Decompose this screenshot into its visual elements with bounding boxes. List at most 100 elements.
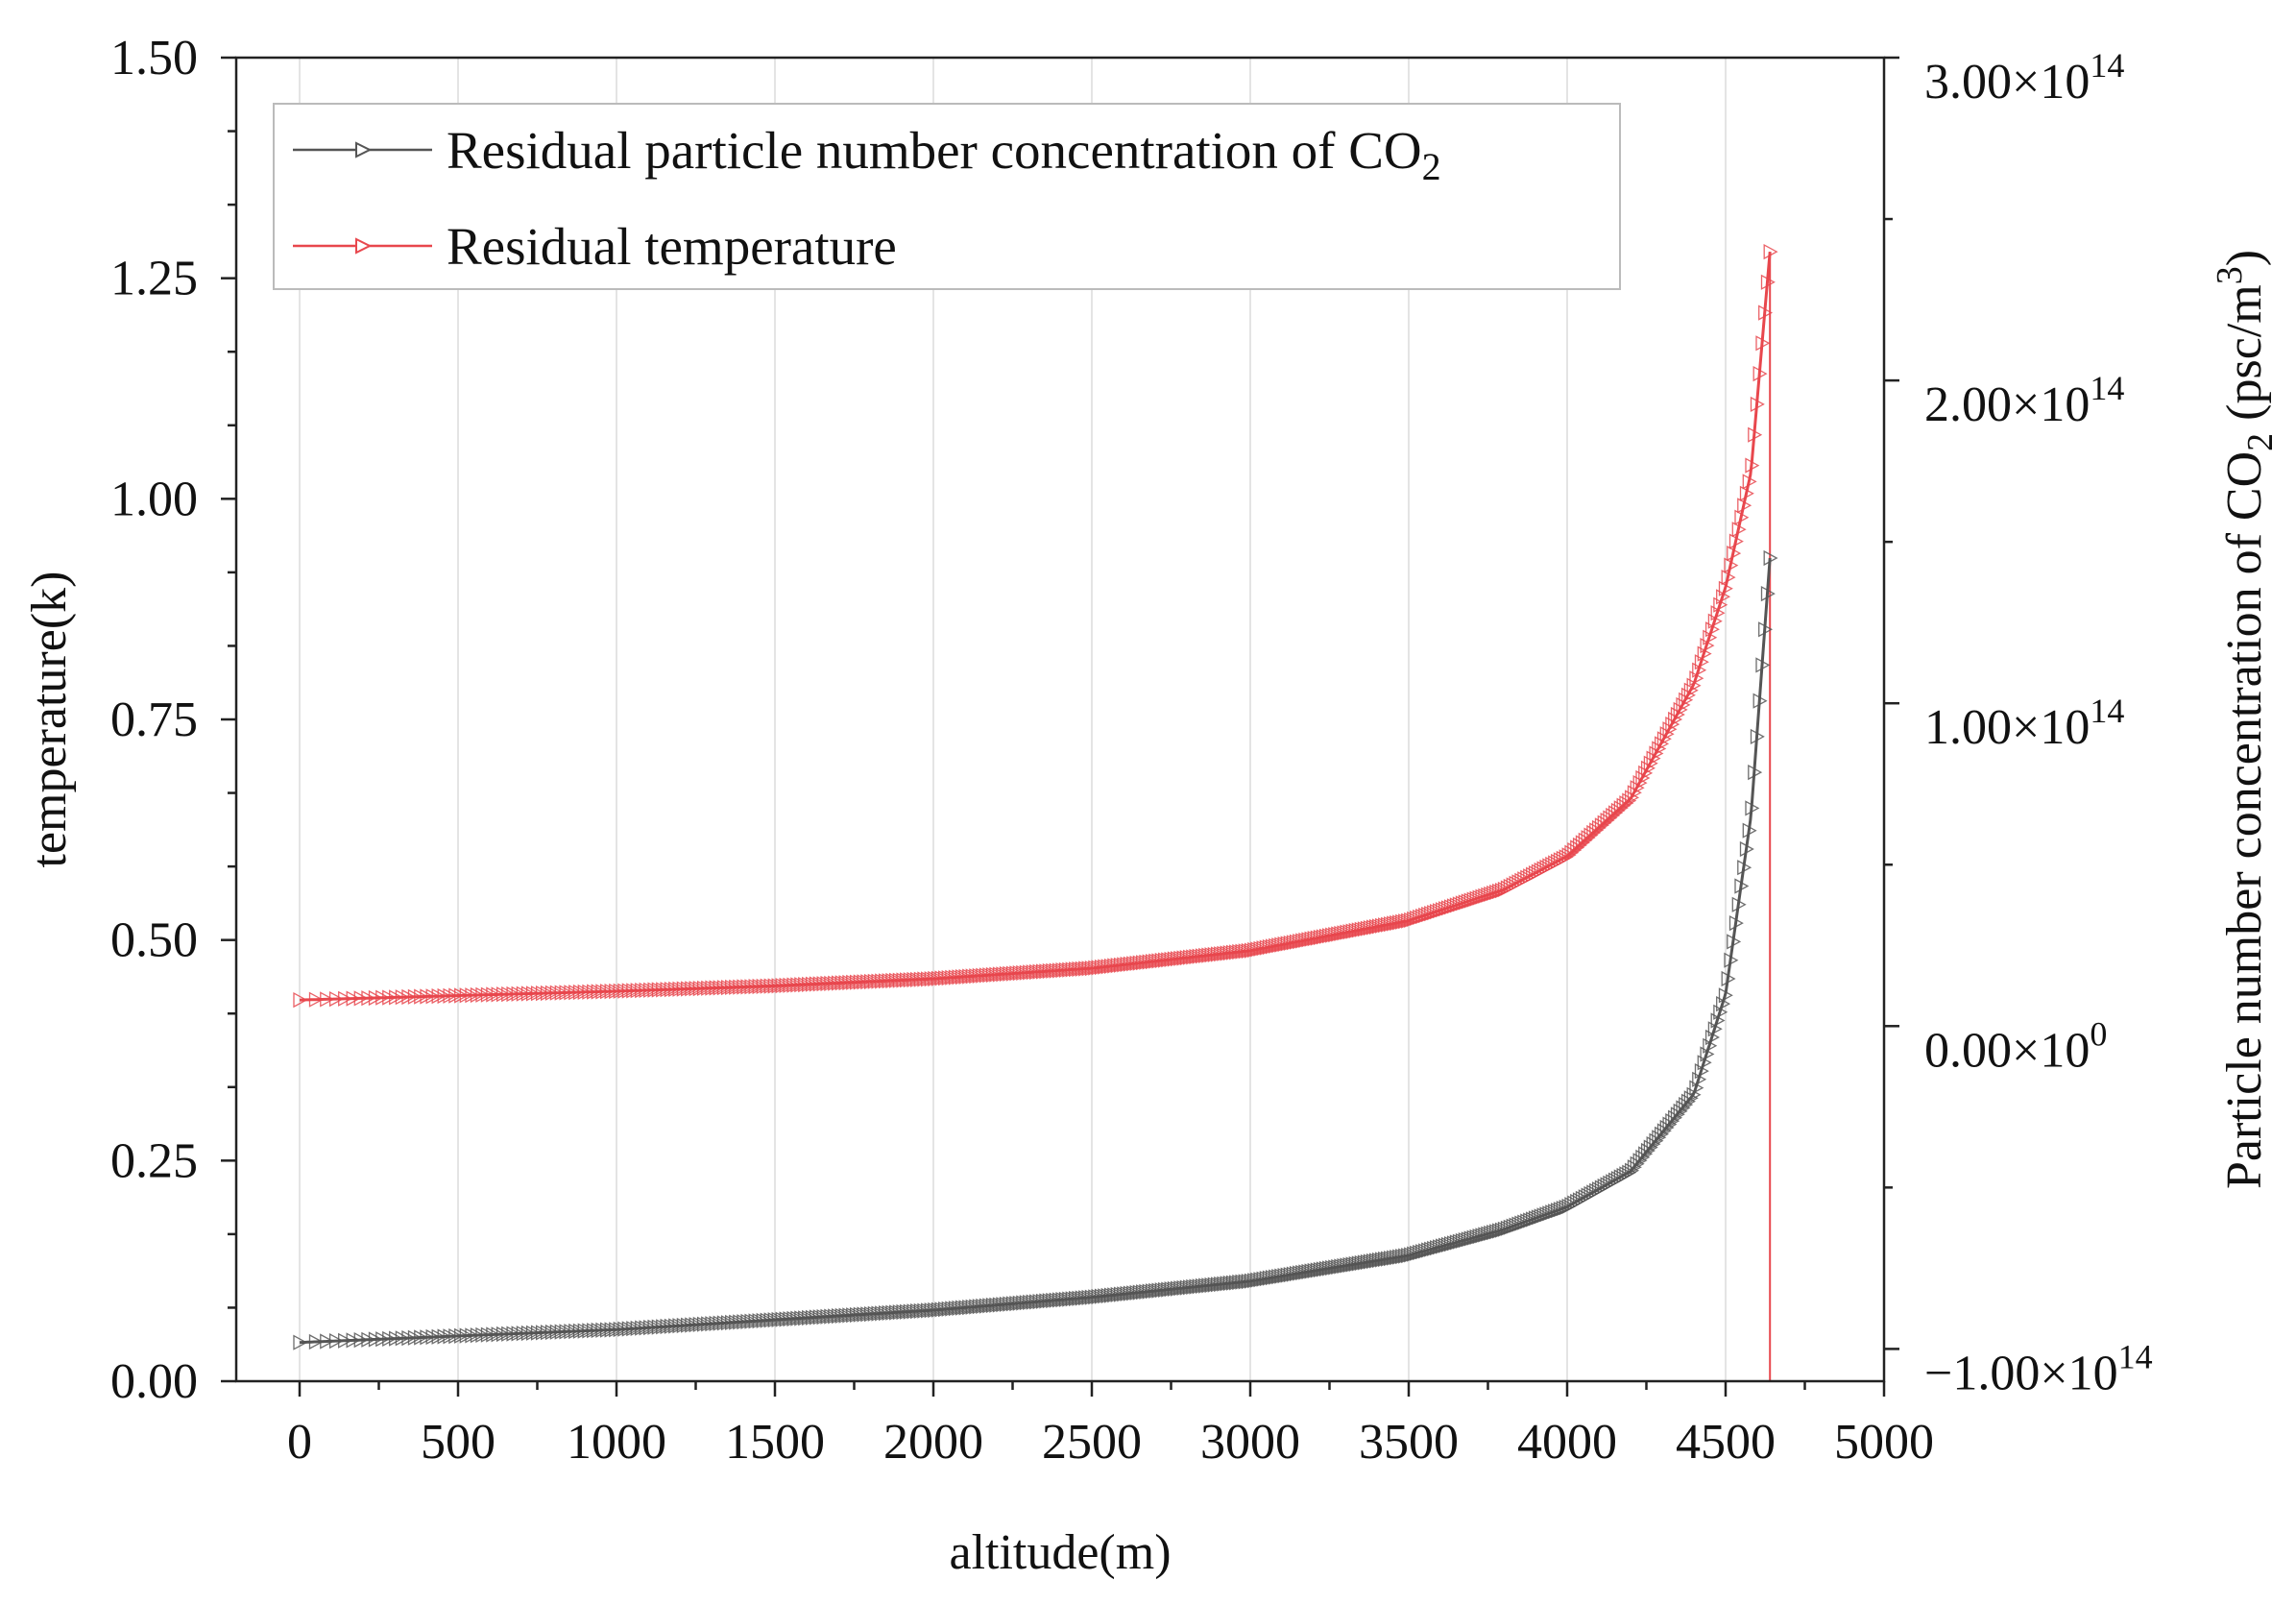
data-point-marker (941, 970, 956, 986)
data-point-marker (486, 1326, 501, 1343)
data-point-marker (1745, 800, 1760, 816)
data-point-marker (361, 1331, 376, 1348)
data-point-marker (831, 975, 846, 991)
data-point-marker (921, 971, 936, 987)
y2-axis-title-main: Particle number concentration of CO (2217, 451, 2272, 1189)
data-point-marker (838, 975, 854, 991)
data-point-marker (568, 985, 584, 1001)
data-point-marker (1763, 549, 1778, 567)
data-point-marker (643, 982, 659, 998)
data-point-marker (924, 1302, 939, 1319)
data-point-marker (635, 1320, 650, 1336)
data-point-marker (1594, 817, 1609, 834)
data-point-marker (930, 970, 946, 986)
data-point-marker (752, 978, 767, 995)
data-point-marker (748, 979, 763, 995)
data-point-marker (930, 1301, 946, 1318)
data-point-marker (834, 975, 850, 991)
data-point-marker (896, 972, 911, 988)
data-point-marker (786, 1310, 802, 1327)
data-point-marker (842, 1307, 858, 1324)
x-tick-label: 2000 (883, 1415, 983, 1470)
data-point-marker (760, 1312, 775, 1328)
data-point-marker (530, 1325, 545, 1341)
data-point-marker (809, 1309, 824, 1325)
data-point-marker (842, 974, 858, 991)
y2-tick-label: −1.00×1014 (1924, 1337, 2153, 1400)
data-point-marker (564, 985, 579, 1001)
data-point-marker (1583, 827, 1599, 843)
data-point-marker (685, 1317, 700, 1333)
data-point-marker (805, 976, 820, 992)
data-point-marker (716, 980, 732, 996)
data-point-marker (875, 1305, 890, 1322)
data-point-marker (599, 1322, 615, 1338)
data-point-marker (928, 970, 943, 987)
y2-axis-title: Particle number concentration of CO2 (ps… (2210, 250, 2281, 1189)
data-point-marker (846, 974, 861, 990)
data-point-marker (525, 1325, 541, 1341)
data-point-marker (705, 980, 720, 996)
legend: Residual particle number concentration o… (273, 103, 1621, 290)
data-point-marker (1748, 426, 1763, 443)
data-point-marker (1656, 1123, 1672, 1139)
data-point-marker (338, 1332, 353, 1349)
data-point-marker (308, 1333, 324, 1350)
data-point-marker (511, 985, 526, 1002)
data-point-marker (1748, 765, 1763, 781)
data-point-marker (1679, 1097, 1694, 1113)
data-point-marker (626, 1321, 641, 1337)
data-point-marker (846, 1307, 861, 1324)
y2-tick-label-mantissa: −1.00×10 (1924, 1346, 2118, 1400)
data-point-marker (495, 1325, 511, 1343)
data-point-marker (1755, 335, 1771, 352)
data-point-marker (1597, 815, 1612, 831)
data-point-marker (639, 1320, 654, 1336)
data-point-marker (1727, 934, 1742, 950)
data-point-marker (853, 974, 868, 990)
data-point-marker (1472, 1228, 1487, 1245)
data-point-marker (1724, 952, 1739, 968)
data-point-marker (934, 1301, 950, 1318)
data-point-marker (857, 974, 872, 990)
data-point-marker (639, 982, 654, 998)
data-point-marker (809, 976, 824, 992)
data-point-marker (660, 1318, 675, 1335)
data-point-marker (1760, 586, 1776, 602)
data-point-marker (1731, 522, 1747, 538)
data-point-marker (676, 1317, 691, 1334)
data-point-marker (1635, 1149, 1651, 1165)
data-point-marker (798, 977, 813, 993)
data-point-marker (737, 1314, 752, 1330)
data-point-marker (368, 989, 383, 1007)
data-point-marker (540, 985, 555, 1002)
data-point-marker (1613, 800, 1629, 816)
data-point-marker (831, 1308, 846, 1325)
data-point-marker (790, 977, 806, 993)
data-point-marker (465, 1327, 480, 1344)
data-point-marker (459, 987, 474, 1004)
data-point-marker (613, 983, 628, 999)
data-point-marker (955, 1300, 970, 1316)
data-point-marker (1686, 677, 1702, 693)
data-point-marker (1739, 840, 1754, 858)
data-point-marker (559, 1324, 574, 1340)
data-point-marker (530, 985, 545, 1002)
data-point-marker (849, 1306, 864, 1324)
data-point-marker (701, 1316, 716, 1332)
data-point-marker (544, 1324, 560, 1341)
data-point-marker (1655, 1126, 1670, 1142)
data-point-marker (621, 983, 637, 999)
data-point-marker (459, 1327, 474, 1344)
data-point-marker (896, 1303, 911, 1321)
data-point-marker (1673, 1103, 1688, 1119)
data-point-marker (820, 975, 835, 992)
data-point-marker (651, 982, 666, 998)
data-point-marker (709, 980, 724, 996)
y2-tick-label: 3.00×1014 (1924, 46, 2124, 109)
data-point-marker (554, 985, 569, 1001)
data-point-marker (820, 1308, 835, 1325)
data-point-marker (516, 1325, 531, 1342)
data-point-marker (1575, 835, 1590, 851)
data-point-marker (609, 1322, 624, 1338)
